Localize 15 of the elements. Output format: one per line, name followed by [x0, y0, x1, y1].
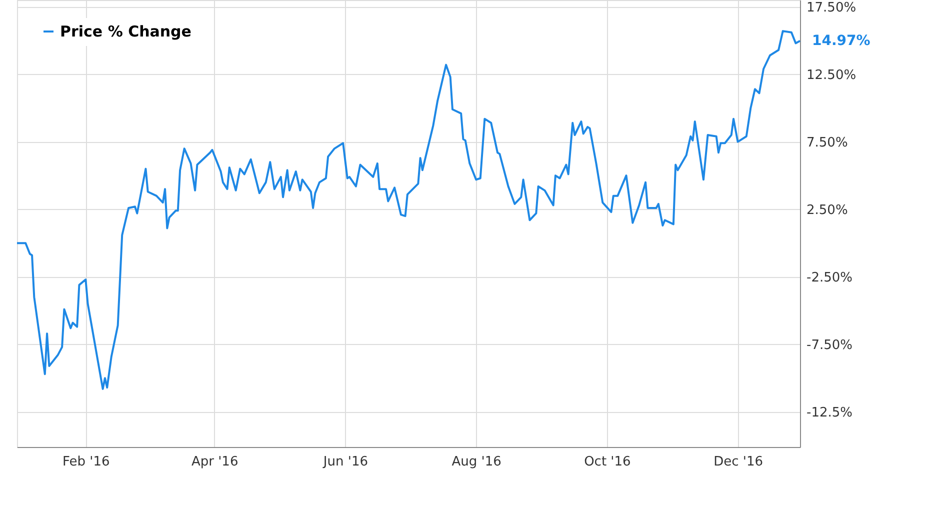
x-tick-label: Aug '16	[452, 454, 502, 470]
y-tick-label: -2.50%	[806, 270, 852, 286]
y-tick-label: 7.50%	[806, 135, 848, 150]
y-tick-label: 12.50%	[806, 68, 856, 83]
y-tick-label: 17.50%	[806, 0, 856, 16]
y-tick-label: 2.50%	[806, 202, 848, 218]
annotation: 14.97%	[812, 32, 870, 49]
x-tick-label: Apr '16	[191, 454, 238, 470]
legend-label: Price % Change	[60, 22, 192, 40]
y-tick-label: -12.5%	[806, 405, 852, 420]
x-tick-label: Jun '16	[322, 454, 368, 470]
x-tick-label: Oct '16	[584, 454, 631, 470]
x-tick-label: Feb '16	[62, 454, 110, 470]
x-tick-label: Dec '16	[714, 454, 763, 470]
y-tick-label: -7.50%	[806, 338, 852, 353]
